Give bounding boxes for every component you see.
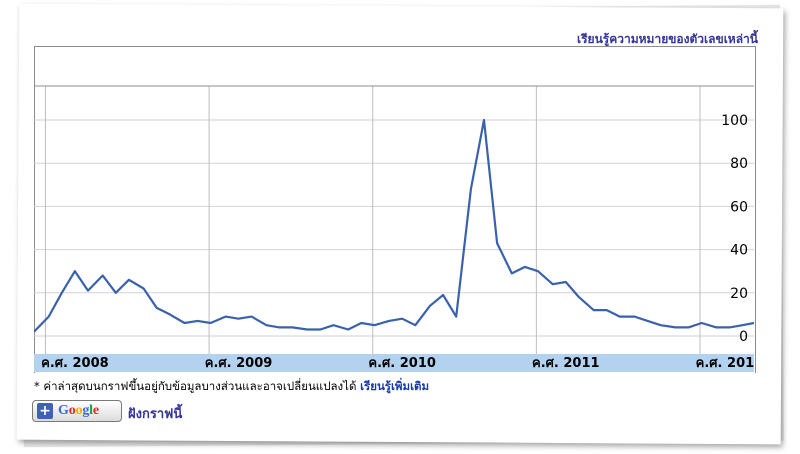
y-tick-label: 80: [730, 156, 748, 172]
google-logo-letter: g: [82, 403, 90, 418]
y-tick-label: 100: [721, 113, 748, 129]
google-logo-letter: l: [89, 403, 93, 418]
y-axis-ticks: 0 20 40 60 80 100: [721, 113, 748, 345]
y-tick-label: 0: [739, 329, 748, 345]
chart-grid: [34, 85, 754, 354]
x-axis-ticks: ค.ศ. 2008 ค.ศ. 2009 ค.ศ. 2010 ค.ศ. 2011 ค.ศ.…: [41, 356, 754, 371]
x-tick-label: ค.ศ. 2009: [205, 356, 273, 371]
footnote-text: * ค่าล่าสุดบนกราฟขึ้นอยู่กับข้อมูลบางส่ว…: [34, 379, 357, 393]
y-tick-label: 40: [730, 243, 748, 259]
google-logo-letter: e: [92, 403, 99, 418]
footnote: * ค่าล่าสุดบนกราฟขึ้นอยู่กับข้อมูลบางส่ว…: [34, 378, 429, 396]
learn-more-link[interactable]: เรียนรู้เพิ่มเติม: [360, 379, 430, 393]
x-tick-label: ค.ศ. 2008: [41, 356, 109, 371]
google-logo: Google: [58, 403, 99, 419]
chart-area: [34, 46, 756, 373]
x-tick-label: ค.ศ. 2011: [532, 356, 600, 371]
search-volume-series-line: [34, 118, 754, 333]
learn-meaning-link[interactable]: เรียนรู้ความหมายของตัวเลขเหล่านี้: [577, 32, 758, 46]
x-tick-label: ค.ศ. 2012: [696, 356, 754, 371]
add-to-google-button[interactable]: + Google: [32, 400, 122, 422]
google-logo-letter: o: [68, 403, 76, 418]
y-tick-label: 20: [730, 286, 748, 302]
google-logo-letter: G: [58, 403, 69, 418]
trend-line-chart: 0 20 40 60 80 100 ค.ศ. 2008 ค.ศ. 2009 ค.ศ. 2010…: [34, 85, 754, 372]
y-tick-label: 60: [730, 199, 748, 215]
embed-chart-link[interactable]: ฝังกราฟนี้: [128, 407, 183, 422]
google-logo-letter: o: [75, 403, 83, 418]
x-tick-label: ค.ศ. 2010: [368, 356, 436, 371]
plus-icon: +: [37, 403, 53, 419]
x-axis-band: [34, 354, 754, 372]
